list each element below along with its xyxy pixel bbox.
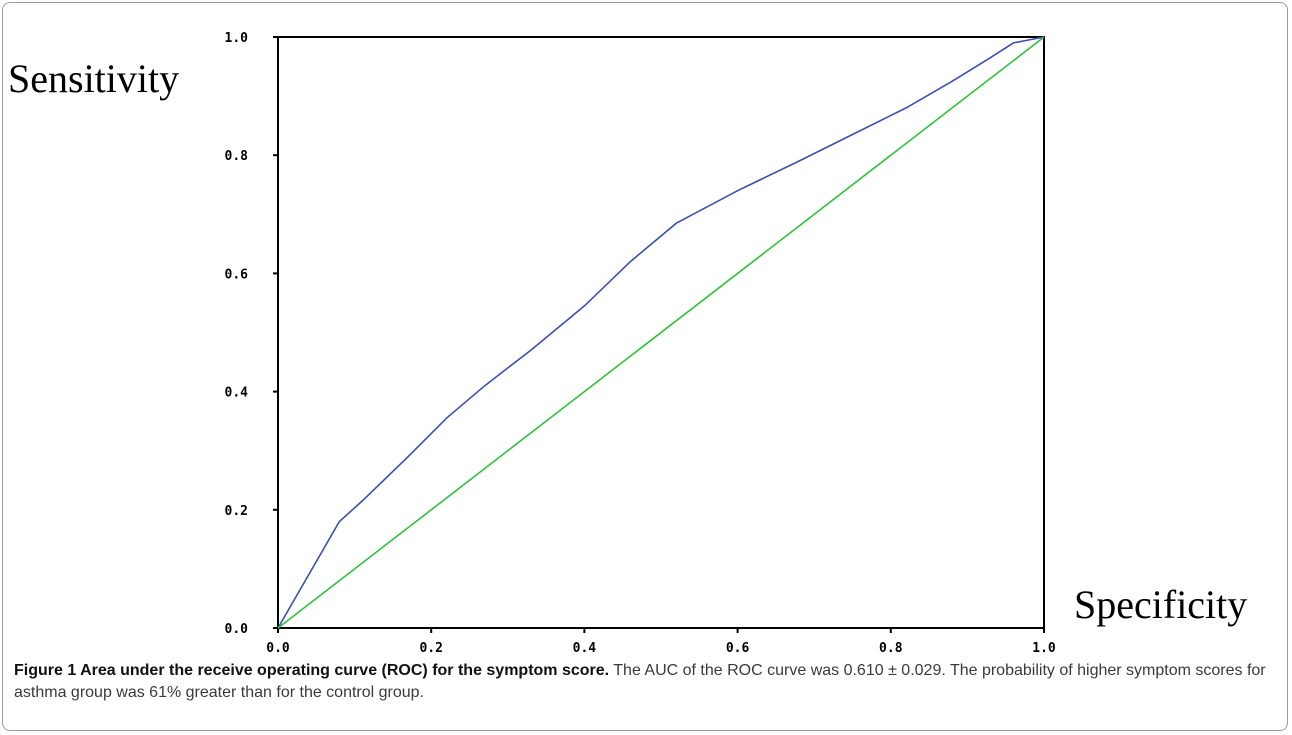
x-tick-label: 0.4 xyxy=(573,641,597,656)
x-tick-label: 0.0 xyxy=(266,641,290,656)
roc-curve-line xyxy=(277,36,1045,629)
plot-area xyxy=(277,36,1045,629)
y-axis-title: Sensitivity xyxy=(8,56,179,101)
y-tick-label: 0.4 xyxy=(225,386,249,401)
y-tick-label: 0.8 xyxy=(225,149,249,164)
caption-label: Figure 1 Area under the receive operatin… xyxy=(14,662,610,679)
x-axis-title: Specificity xyxy=(1074,582,1247,627)
roc-chart: 0.0 0.2 0.4 0.6 0.8 1.0 0.0 0.2 0.4 0.6 0.8 1.0 Sen… xyxy=(8,31,1247,656)
x-tick-label: 1.0 xyxy=(1032,641,1056,656)
y-tick-label: 0.2 xyxy=(225,504,248,519)
y-tick-label: 1.0 xyxy=(225,31,249,46)
reference-diagonal-line xyxy=(277,36,1045,629)
caption-text: The AUC of the ROC curve was 0.610 ± 0.0… xyxy=(14,662,1266,701)
x-tick-label: 0.6 xyxy=(726,641,750,656)
figure-caption: Figure 1 Area under the receive operatin… xyxy=(14,660,1276,704)
y-tick-label: 0.0 xyxy=(225,622,249,637)
x-tick-label: 0.2 xyxy=(419,641,442,656)
x-tick-label: 0.8 xyxy=(879,641,903,656)
y-tick-label: 0.6 xyxy=(225,267,249,282)
